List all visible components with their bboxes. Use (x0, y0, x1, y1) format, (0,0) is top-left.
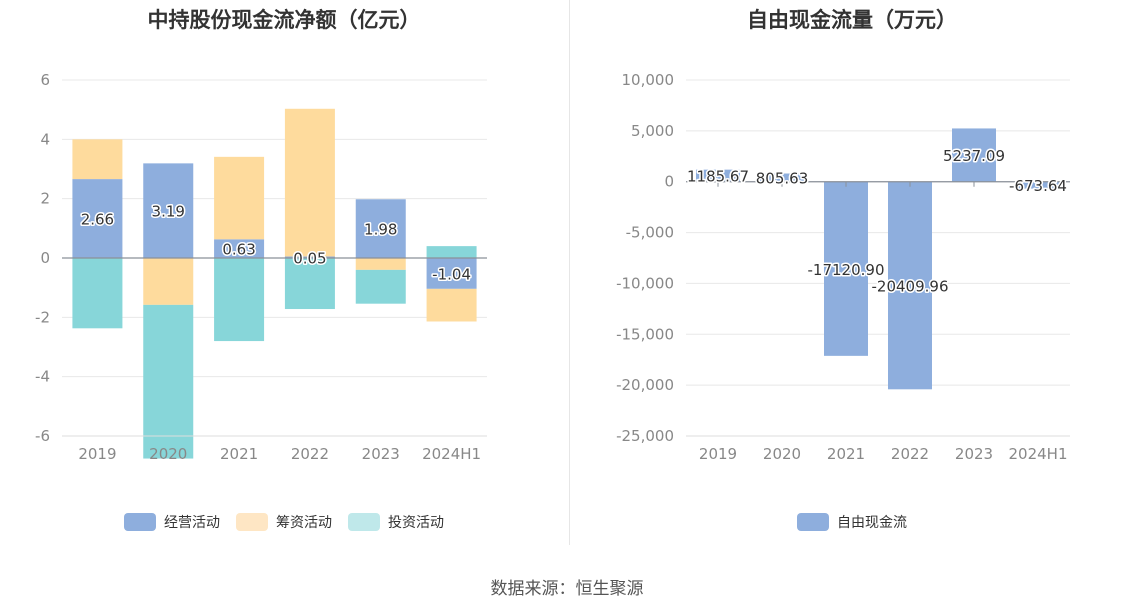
legend-swatch (236, 513, 268, 531)
y-tick-label: 6 (40, 71, 50, 89)
y-tick-label: -10,000 (616, 274, 674, 292)
x-tick-label: 2021 (220, 445, 258, 463)
legend-swatch (797, 513, 829, 531)
bar-segment (214, 239, 265, 258)
data-label: 5237.09 (943, 147, 1005, 165)
data-label: -20409.96 (872, 278, 949, 296)
y-tick-label: -5,000 (626, 224, 674, 242)
x-tick-label: 2022 (891, 445, 929, 463)
chart-legend: 自由现金流 (570, 512, 1134, 532)
x-tick-label: 2023 (955, 445, 993, 463)
data-label: -17120.90 (808, 261, 885, 279)
legend-swatch (348, 513, 380, 531)
bar-segment (214, 156, 265, 240)
x-tick-label: 2020 (763, 445, 801, 463)
bar-segment (355, 269, 406, 304)
bar-segment (426, 288, 477, 322)
data-label: 1.98 (364, 221, 397, 239)
x-tick-label: 2022 (291, 445, 329, 463)
data-label: 1185.67 (687, 168, 749, 186)
y-tick-label: 2 (40, 190, 50, 208)
bar (760, 173, 804, 182)
bar-segment (214, 258, 265, 342)
cash-flow-net-chart: 中持股份现金流净额（亿元） -6 -4 -2 0 2 4 6 2019 2020 2021 2022… (0, 0, 568, 545)
chart-legend: 经营活动 筹资活动 投资活动 (0, 512, 568, 532)
bar (888, 181, 932, 390)
legend-label: 投资活动 (388, 515, 444, 531)
y-tick-label: 5,000 (631, 122, 674, 140)
y-tick-label: -4 (35, 368, 50, 386)
y-tick-label: 4 (40, 130, 50, 148)
bar-segment (355, 199, 406, 258)
legend-item-operating[interactable]: 经营活动 (124, 512, 220, 532)
data-label: 2.66 (81, 211, 114, 229)
bar-segment (72, 258, 123, 329)
bar-segment (143, 304, 194, 459)
y-tick-label: -25,000 (616, 427, 674, 445)
legend-item-financing[interactable]: 筹资活动 (236, 512, 332, 532)
free-cash-flow-plot: -25,000 -20,000 -15,000 -10,000 -5,000 0 5,000… (616, 71, 1070, 463)
legend-item-investing[interactable]: 投资活动 (348, 512, 444, 532)
data-label: 3.19 (152, 203, 185, 221)
legend-label: 筹资活动 (276, 515, 332, 531)
x-tick-label: 2019 (699, 445, 737, 463)
bar-segment (143, 163, 194, 258)
x-tick-label: 2023 (362, 445, 400, 463)
bar-segment (426, 258, 477, 289)
x-tick-label: 2019 (78, 445, 116, 463)
data-label: 805.63 (756, 170, 809, 188)
data-label: -1.04 (432, 265, 471, 283)
bar-segment (284, 256, 335, 258)
bar-segment (426, 246, 477, 258)
panel-divider (569, 0, 570, 545)
data-source: 数据来源：恒生聚源 (490, 579, 644, 599)
bar (824, 181, 868, 356)
legend-label: 自由现金流 (837, 515, 907, 531)
y-tick-label: 10,000 (622, 71, 675, 89)
bar (952, 128, 996, 182)
bar-segment (72, 139, 123, 180)
cash-flow-net-plot: -6 -4 -2 0 2 4 6 2019 2020 2021 2022 2023 2024H1 2.66… (35, 71, 487, 463)
x-tick-label: 2021 (827, 445, 865, 463)
chart-title: 中持股份现金流净额（亿元） (147, 8, 421, 32)
y-tick-label: -6 (35, 427, 50, 445)
data-label: -673.64 (1009, 177, 1067, 195)
bar-segment (72, 179, 123, 258)
y-tick-label: -15,000 (616, 325, 674, 343)
legend-swatch (124, 513, 156, 531)
y-tick-label: 0 (664, 173, 674, 191)
y-tick-label: 0 (40, 249, 50, 267)
bar (696, 169, 740, 182)
data-label: 0.63 (222, 241, 255, 259)
legend-item-free-cash-flow[interactable]: 自由现金流 (797, 512, 907, 532)
x-tick-label: 2020 (149, 445, 187, 463)
bar-segment (284, 108, 335, 257)
free-cash-flow-chart: 自由现金流量（万元） -25,000 -20,000 -15,000 -10,000-… (570, 0, 1134, 545)
x-tick-label: 2024H1 (1009, 445, 1068, 463)
bar-segment (143, 258, 194, 305)
data-label: 0.05 (293, 249, 326, 267)
bar-segment (284, 258, 335, 310)
chart-title: 自由现金流量（万元） (747, 8, 957, 32)
y-tick-label: -20,000 (616, 376, 674, 394)
legend-label: 经营活动 (164, 515, 220, 531)
y-tick-label: -2 (35, 308, 50, 326)
bar-segment (355, 258, 406, 270)
x-tick-label: 2024H1 (422, 445, 481, 463)
